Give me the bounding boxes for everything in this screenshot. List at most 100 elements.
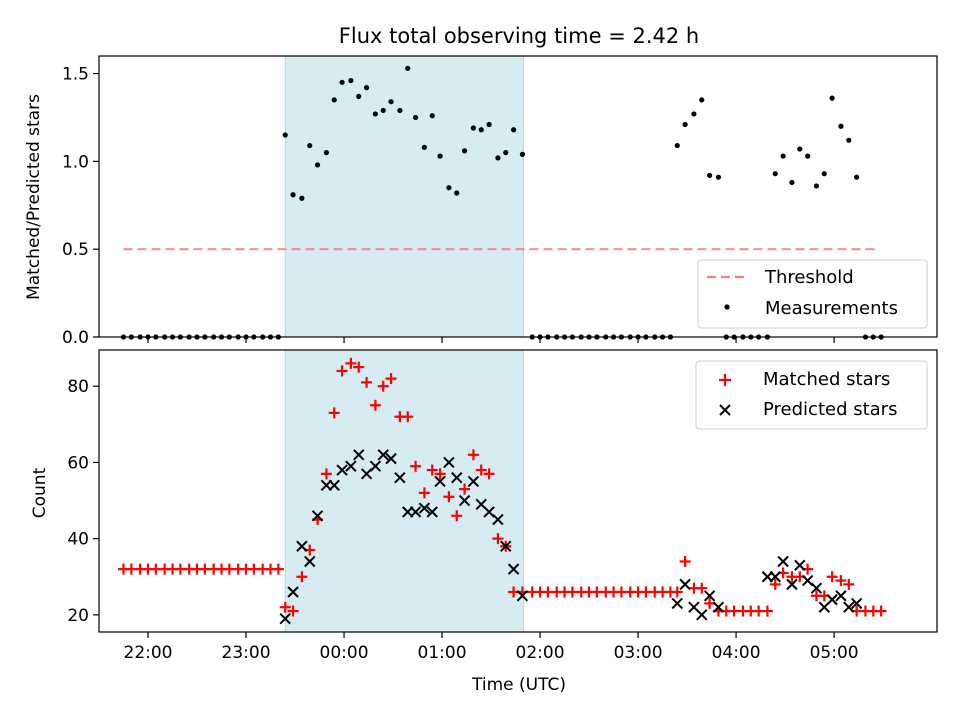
predicted-star-point bbox=[810, 582, 823, 594]
measurement-point bbox=[348, 77, 354, 84]
matched-star-point bbox=[345, 357, 357, 369]
measurement-point bbox=[282, 132, 288, 138]
matched-star-point bbox=[875, 605, 887, 617]
observing-span-bottom bbox=[284, 349, 524, 633]
predicted-star-point bbox=[507, 563, 520, 575]
predicted-star-point bbox=[492, 513, 504, 526]
matched-star-point bbox=[418, 487, 430, 499]
measurement-point bbox=[486, 121, 492, 128]
measurement-point bbox=[789, 179, 795, 186]
predicted-star-point bbox=[769, 571, 781, 583]
bottom-xtick-label: 03:00 bbox=[614, 643, 663, 663]
predicted-star-point bbox=[279, 612, 291, 625]
top-axes-frame bbox=[98, 55, 938, 338]
predicted-star-point bbox=[712, 601, 725, 613]
bottom-ytick-label: 20 bbox=[67, 606, 89, 626]
predicted-star-point bbox=[311, 510, 324, 522]
measurement-point bbox=[429, 113, 435, 119]
matched-star-point bbox=[475, 464, 487, 476]
threshold-legend-label: Threshold bbox=[764, 267, 854, 288]
predicted-star-point bbox=[826, 593, 838, 606]
predicted-star-point bbox=[794, 559, 806, 572]
measurement-point bbox=[772, 171, 778, 177]
predicted-star-point bbox=[835, 590, 847, 602]
predicted-star-point bbox=[671, 597, 683, 610]
top-legend-box bbox=[697, 259, 928, 329]
measurements-legend-label: Measurements bbox=[765, 298, 898, 319]
measurement-point bbox=[682, 121, 688, 128]
measurements-legend-swatch bbox=[724, 304, 730, 310]
predicted-star-point bbox=[696, 609, 708, 621]
measurement-point bbox=[707, 172, 713, 179]
matched-legend-label: Matched stars bbox=[763, 369, 890, 390]
measurement-point bbox=[412, 114, 419, 121]
measurement-point bbox=[495, 155, 501, 161]
predicted-star-point bbox=[516, 590, 529, 602]
predicted-star-point bbox=[443, 456, 455, 469]
measurement-point bbox=[715, 174, 722, 180]
matched-star-point bbox=[835, 575, 847, 587]
predicted-star-point bbox=[377, 449, 389, 461]
measurement-point bbox=[356, 93, 362, 99]
predicted-star-point bbox=[328, 479, 340, 491]
bottom-ytick-label: 40 bbox=[67, 530, 89, 550]
measurement-point bbox=[372, 111, 378, 117]
measurement-point bbox=[797, 146, 803, 152]
measurement-point bbox=[388, 99, 394, 105]
top-ylabel: Matched/Predicted stars bbox=[24, 94, 44, 300]
measurement-point bbox=[829, 95, 835, 101]
matched-star-point bbox=[459, 483, 471, 495]
matched-star-point bbox=[296, 571, 308, 583]
measurement-point bbox=[503, 149, 509, 156]
matched-star-point bbox=[402, 411, 414, 423]
matched-star-point bbox=[671, 586, 683, 598]
matched-legend-swatch bbox=[719, 374, 731, 386]
matched-star-point bbox=[696, 582, 708, 594]
predicted-star-point bbox=[345, 460, 357, 472]
measurement-point bbox=[854, 174, 860, 180]
top-y-axis: 0.0 0.5 1.0 1.5 bbox=[62, 65, 99, 348]
bottom-ylabel: Count bbox=[30, 467, 50, 518]
predicted-star-point bbox=[500, 540, 512, 552]
measurement-point bbox=[446, 185, 452, 191]
predicted-star-point bbox=[458, 494, 471, 507]
predicted-star-point bbox=[843, 601, 855, 613]
matched-star-point bbox=[843, 578, 855, 590]
predicted-star-point bbox=[304, 555, 316, 568]
bottom-legend-box bbox=[695, 360, 928, 430]
bottom-x-axis: 22:00 23:00 00:00 01:00 02:00 03:00 04:00 05:00 bbox=[124, 632, 859, 663]
bottom-xtick-label: 22:00 bbox=[124, 643, 173, 663]
measurement-points bbox=[120, 65, 884, 340]
matched-star-point bbox=[385, 373, 397, 385]
bottom-xtick-label: 23:00 bbox=[222, 643, 271, 663]
bottom-legend: Matched stars Predicted stars bbox=[695, 360, 928, 430]
measurement-point bbox=[805, 153, 811, 159]
measurement-point bbox=[339, 79, 345, 85]
measurement-point bbox=[813, 183, 820, 189]
predicted-star-point bbox=[296, 540, 308, 552]
bottom-ytick-label: 60 bbox=[67, 453, 89, 473]
measurement-point bbox=[380, 107, 386, 114]
predicted-star-point bbox=[777, 555, 789, 568]
top-ytick-label: 1.0 bbox=[62, 152, 89, 172]
matched-star-point bbox=[443, 491, 455, 503]
measurement-point bbox=[470, 125, 477, 131]
predicted-legend-swatch bbox=[719, 404, 731, 416]
top-ytick-label: 0.5 bbox=[62, 240, 89, 260]
matched-star-point bbox=[377, 380, 389, 392]
top-ytick-label: 0.0 bbox=[62, 328, 89, 348]
matched-star-point bbox=[272, 563, 284, 575]
matched-star-point bbox=[761, 605, 773, 617]
predicted-star-point bbox=[426, 506, 438, 518]
measurement-point bbox=[454, 190, 460, 196]
predicted-star-point bbox=[418, 502, 431, 514]
measurement-point bbox=[461, 148, 468, 154]
predicted-star-point bbox=[850, 597, 863, 610]
predicted-star-point bbox=[451, 471, 463, 484]
predicted-star-point bbox=[394, 471, 406, 484]
bottom-xtick-label: 04:00 bbox=[712, 643, 761, 663]
measurement-point bbox=[299, 195, 305, 201]
measurement-point bbox=[674, 142, 680, 149]
chart-title: Flux total observing time = 2.42 h bbox=[339, 24, 699, 48]
